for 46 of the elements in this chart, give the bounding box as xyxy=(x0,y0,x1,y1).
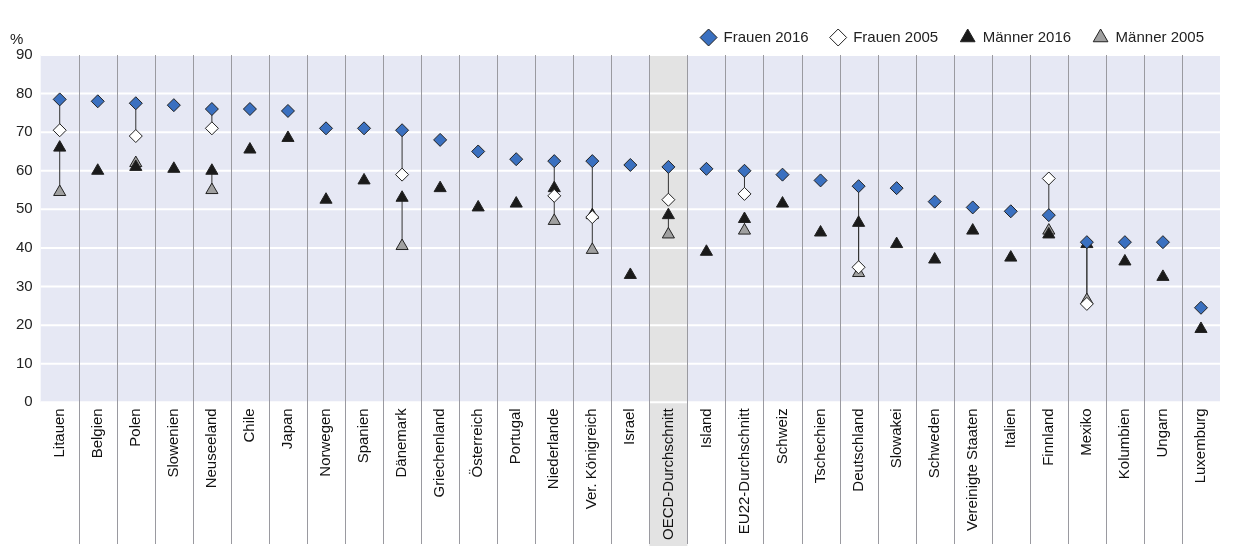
y-tick-label: 80 xyxy=(16,83,33,101)
x-tick-label: Schweiz xyxy=(772,408,790,465)
x-tick-label: OECD-Durchschnitt xyxy=(658,407,676,541)
x-tick-label: Niederlande xyxy=(544,408,562,490)
x-tick-label: Finnland xyxy=(1038,408,1056,466)
x-tick-label: Deutschland xyxy=(848,408,866,492)
legend-label: Frauen 2016 xyxy=(723,27,809,45)
x-tick-label: Ungarn xyxy=(1153,408,1171,458)
y-axis-title: % xyxy=(10,29,24,47)
legend-label: Frauen 2005 xyxy=(853,27,939,45)
x-tick-label: Italien xyxy=(1000,408,1018,449)
x-tick-label: Slowenien xyxy=(163,408,181,478)
x-tick-label: Portugal xyxy=(506,408,524,465)
x-tick-label: Ver. Königreich xyxy=(582,408,600,510)
x-tick-label: Spanien xyxy=(354,408,372,464)
y-tick-label: 30 xyxy=(16,276,33,294)
x-tick-label: Kolumbien xyxy=(1115,408,1133,480)
y-tick-label: 10 xyxy=(16,353,33,371)
legend-label: Männer 2005 xyxy=(1115,27,1205,45)
x-tick-label: Österreich xyxy=(468,408,486,478)
y-tick-label: 50 xyxy=(16,199,33,217)
y-tick-label: 40 xyxy=(16,238,33,256)
x-tick-label: Dänemark xyxy=(392,407,410,478)
y-tick-label: 20 xyxy=(16,315,33,333)
x-tick-label: Griechenland xyxy=(430,408,448,498)
x-tick-label: Japan xyxy=(278,408,296,450)
x-tick-label: Israel xyxy=(620,408,638,445)
x-tick-label: Tschechien xyxy=(810,408,828,484)
x-tick-label: Belgien xyxy=(87,408,105,459)
x-tick-label: Slowakei xyxy=(886,408,904,469)
x-tick-label: Litauen xyxy=(49,408,67,458)
x-tick-label: Mexiko xyxy=(1076,408,1094,456)
x-tick-label: Chile xyxy=(240,408,258,443)
x-tick-label: Luxemburg xyxy=(1191,408,1209,484)
x-tick-label: Norwegen xyxy=(316,408,334,477)
legend-label: Männer 2016 xyxy=(982,27,1072,45)
x-tick-label: EU22-Durchschnitt xyxy=(734,407,752,535)
x-tick-label: Schweden xyxy=(924,408,942,479)
x-tick-label: Neuseeland xyxy=(202,408,220,489)
y-tick-label: 70 xyxy=(16,122,33,140)
x-tick-label: Island xyxy=(696,408,714,449)
x-tick-label: Vereinigte Staaten xyxy=(962,408,980,531)
x-tick-label: Polen xyxy=(125,408,143,447)
y-tick-label: 60 xyxy=(16,160,33,178)
y-tick-label: 90 xyxy=(16,45,33,63)
y-tick-label: 0 xyxy=(24,392,33,410)
